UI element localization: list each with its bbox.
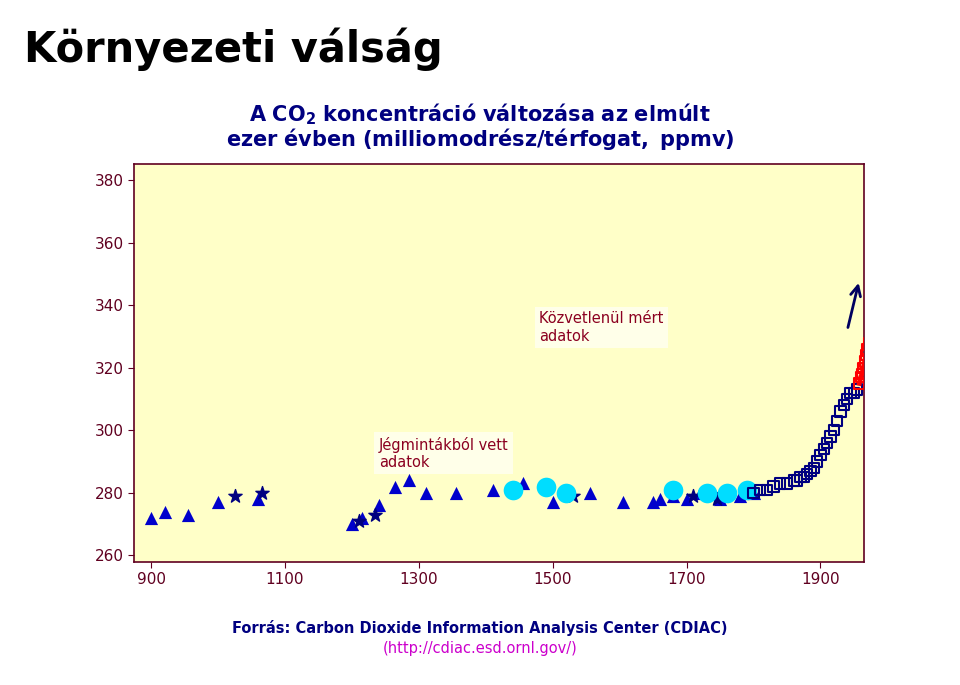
Point: [615, 497, 631, 508]
Point: [816, 444, 831, 455]
Point: [368, 509, 383, 520]
Point: [515, 478, 530, 489]
Point: [345, 519, 360, 530]
Point: [753, 484, 768, 495]
Point: [746, 488, 761, 499]
Point: [685, 490, 701, 501]
Point: [565, 490, 581, 501]
Point: [371, 500, 386, 511]
Point: [865, 309, 880, 320]
Point: [652, 494, 667, 505]
Point: [813, 450, 828, 461]
Point: [732, 490, 748, 501]
Point: [859, 343, 875, 354]
Point: [180, 509, 196, 520]
Point: [803, 466, 818, 477]
Point: [485, 484, 500, 495]
Point: [539, 481, 554, 492]
Point: [253, 488, 269, 499]
Point: [665, 484, 681, 495]
Point: [789, 475, 804, 486]
Text: $\mathbf{A\ CO_2\ koncentráció\ változása\ az\ elmúlt}$: $\mathbf{A\ CO_2\ koncentráció\ változás…: [250, 101, 710, 127]
Point: [840, 394, 855, 405]
Point: [712, 494, 728, 505]
Point: [545, 497, 561, 508]
Point: [843, 387, 858, 398]
Point: [645, 497, 660, 508]
Point: [773, 478, 788, 489]
Point: [786, 475, 802, 486]
Point: [852, 378, 867, 389]
Point: [351, 516, 367, 527]
Point: [418, 488, 433, 499]
Point: [780, 478, 795, 489]
Point: [709, 494, 725, 505]
Text: Közvetlenül mért
adatok: Közvetlenül mért adatok: [540, 312, 663, 344]
Point: [143, 512, 158, 523]
Point: [809, 456, 825, 467]
Point: [796, 472, 811, 483]
Text: Környezeti válság: Környezeti válság: [24, 27, 443, 71]
Point: [858, 350, 874, 361]
Point: [746, 488, 761, 499]
Point: [401, 475, 417, 486]
Point: [210, 497, 226, 508]
Point: [823, 431, 838, 442]
Point: [827, 425, 842, 436]
Point: [854, 369, 870, 379]
Text: Jégmintákból vett
adatok: Jégmintákból vett adatok: [378, 436, 509, 470]
Point: [833, 406, 849, 417]
Point: [800, 469, 815, 479]
Point: [829, 415, 845, 426]
Point: [354, 512, 370, 523]
Point: [847, 387, 862, 398]
Point: [870, 237, 885, 248]
Point: [793, 472, 808, 483]
Point: [719, 488, 734, 499]
Point: [850, 384, 865, 395]
Point: [665, 490, 681, 501]
Point: [820, 437, 835, 448]
Point: [505, 484, 520, 495]
Point: [806, 462, 822, 473]
Point: [559, 488, 574, 499]
Point: [836, 400, 852, 411]
Point: [582, 488, 597, 499]
Point: [866, 300, 881, 311]
Point: [699, 488, 714, 499]
Point: [388, 481, 403, 492]
Point: [739, 484, 755, 495]
Point: [251, 494, 266, 505]
Point: [864, 321, 879, 332]
Point: [861, 337, 876, 348]
Point: [156, 506, 172, 517]
Point: [448, 488, 464, 499]
Point: [692, 488, 708, 499]
Point: [679, 494, 694, 505]
Point: [855, 362, 871, 373]
Point: [868, 284, 883, 295]
Point: [853, 372, 869, 383]
Point: [766, 481, 781, 492]
Text: $\mathbf{ezer\ évben\ (milliomodrész/térfogat,\ ppmv)}$: $\mathbf{ezer\ évben\ (milliomodrész/tér…: [226, 126, 734, 152]
Point: [857, 356, 873, 367]
Point: [869, 262, 884, 273]
Point: [759, 484, 775, 495]
Point: [862, 331, 877, 342]
Text: (http://cdiac.esd.ornl.gov/): (http://cdiac.esd.ornl.gov/): [383, 641, 577, 656]
Point: [228, 490, 243, 501]
Text: Forrás: Carbon Dioxide Information Analysis Center (CDIAC): Forrás: Carbon Dioxide Information Analy…: [232, 620, 728, 636]
